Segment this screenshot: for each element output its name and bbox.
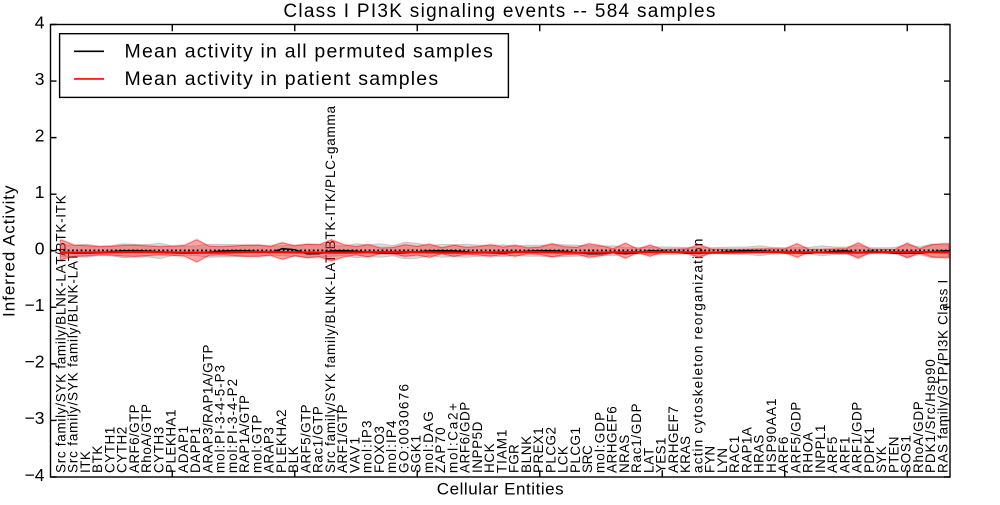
svg-text:mol:IP4: mol:IP4 — [384, 419, 399, 473]
svg-text:LYN: LYN — [715, 448, 730, 473]
svg-text:SOS1: SOS1 — [899, 435, 914, 473]
svg-text:mol:GTP: mol:GTP — [249, 414, 264, 473]
svg-text:ARF1/GDP: ARF1/GDP — [850, 401, 865, 473]
svg-text:PTEN: PTEN — [886, 436, 901, 473]
svg-text:CYTH1: CYTH1 — [102, 426, 117, 473]
svg-text:ARAP3: ARAP3 — [262, 427, 277, 473]
svg-text:−3: −3 — [25, 408, 45, 428]
svg-text:PDK1/Src/Hsp90: PDK1/Src/Hsp90 — [923, 358, 938, 473]
svg-text:mol:Ca2+: mol:Ca2+ — [445, 401, 460, 473]
svg-text:PDPK1: PDPK1 — [862, 427, 877, 473]
svg-text:4: 4 — [35, 12, 45, 32]
svg-text:GO:0030676: GO:0030676 — [396, 383, 411, 473]
svg-text:FOXO3: FOXO3 — [372, 426, 387, 473]
svg-text:HSP90AA1: HSP90AA1 — [764, 398, 779, 473]
svg-text:YES1: YES1 — [654, 437, 669, 473]
svg-text:ARF1: ARF1 — [837, 436, 852, 473]
svg-text:mol:IP3: mol:IP3 — [360, 419, 375, 473]
svg-text:PLEKHA1: PLEKHA1 — [164, 409, 179, 473]
svg-text:actin cytoskeleton reorganizat: actin cytoskeleton reorganization — [690, 237, 705, 473]
svg-text:ARF5: ARF5 — [825, 436, 840, 473]
svg-text:Mean activity in all permuted: Mean activity in all permuted samples — [125, 41, 495, 63]
svg-text:ARHGEF7: ARHGEF7 — [666, 406, 681, 473]
svg-text:ARAP3/RAP1A/GTP: ARAP3/RAP1A/GTP — [200, 344, 215, 473]
svg-text:PLCG1: PLCG1 — [568, 427, 583, 473]
svg-text:mol:PI-3-4-P2: mol:PI-3-4-P2 — [225, 378, 240, 473]
svg-text:ARF5/GTP: ARF5/GTP — [298, 404, 313, 473]
svg-text:RAP1A: RAP1A — [739, 427, 754, 473]
svg-text:ARF6: ARF6 — [776, 436, 791, 473]
svg-text:ARF5/GDP: ARF5/GDP — [788, 401, 803, 473]
svg-text:1: 1 — [35, 182, 45, 202]
svg-text:RAP1A/GTP: RAP1A/GTP — [237, 395, 252, 473]
svg-text:HRAS: HRAS — [752, 434, 767, 473]
svg-text:mol:GDP: mol:GDP — [592, 411, 607, 473]
svg-text:ARF6/GTP: ARF6/GTP — [127, 404, 142, 473]
svg-text:3: 3 — [35, 69, 45, 89]
svg-text:SRC: SRC — [580, 445, 595, 473]
svg-text:RhoA/GDP: RhoA/GDP — [911, 400, 926, 473]
svg-text:mol:DAG: mol:DAG — [421, 410, 436, 473]
svg-text:VAV1: VAV1 — [347, 436, 362, 473]
svg-text:BTK: BTK — [90, 445, 105, 473]
svg-text:HCK: HCK — [482, 443, 497, 473]
svg-text:Src family/SYK family/BLNK-LAT: Src family/SYK family/BLNK-LAT/BTK-ITK/P… — [323, 105, 338, 473]
svg-text:Src family/SYK family/BLNK-LAT: Src family/SYK family/BLNK-LAT — [66, 252, 81, 473]
svg-text:NRAS: NRAS — [617, 435, 632, 473]
svg-text:ADAP1: ADAP1 — [176, 425, 191, 473]
svg-text:TIAM1: TIAM1 — [494, 429, 509, 473]
svg-text:mol:PI-3-4-5-P3: mol:PI-3-4-5-P3 — [213, 364, 228, 473]
svg-text:ARHGEF6: ARHGEF6 — [605, 406, 620, 473]
svg-text:−2: −2 — [25, 352, 45, 372]
svg-text:CYTH2: CYTH2 — [115, 426, 130, 473]
svg-text:−1: −1 — [25, 295, 45, 315]
svg-text:Rac1/GDP: Rac1/GDP — [629, 403, 644, 473]
svg-text:−4: −4 — [25, 465, 45, 485]
svg-text:FYN: FYN — [703, 446, 718, 473]
svg-text:0: 0 — [35, 239, 45, 259]
svg-text:SGK1: SGK1 — [409, 434, 424, 473]
svg-text:BLNK: BLNK — [519, 435, 534, 473]
svg-text:DAPP1: DAPP1 — [188, 426, 203, 473]
svg-text:LCK: LCK — [556, 446, 571, 473]
svg-text:RAS family/GTP/PI3K Class I: RAS family/GTP/PI3K Class I — [935, 279, 950, 473]
svg-text:PLEKHA2: PLEKHA2 — [274, 409, 289, 473]
svg-text:KRAS: KRAS — [678, 436, 693, 473]
svg-text:Rac1/GTP: Rac1/GTP — [311, 406, 326, 473]
svg-text:FGR: FGR — [507, 444, 522, 473]
svg-text:INPP5D: INPP5D — [470, 421, 485, 473]
svg-text:RAC1: RAC1 — [727, 435, 742, 473]
svg-text:RHOA: RHOA — [801, 432, 816, 473]
svg-text:LAT: LAT — [641, 447, 656, 473]
svg-text:CYTH3: CYTH3 — [151, 426, 166, 473]
svg-text:Inferred Activity: Inferred Activity — [0, 185, 19, 317]
svg-text:PLCG2: PLCG2 — [543, 427, 558, 473]
svg-text:ZAP70: ZAP70 — [433, 426, 448, 473]
svg-text:ARF6/GDP: ARF6/GDP — [458, 401, 473, 473]
svg-text:Mean activity in patient sampl: Mean activity in patient samples — [125, 68, 440, 90]
svg-text:Cellular Entities: Cellular Entities — [437, 480, 564, 499]
svg-text:ARF1/GTP: ARF1/GTP — [335, 404, 350, 473]
svg-text:INPPL1: INPPL1 — [813, 424, 828, 473]
svg-text:RhoA/GTP: RhoA/GTP — [139, 403, 154, 473]
svg-text:SYK: SYK — [874, 446, 889, 473]
svg-text:BLK: BLK — [286, 446, 301, 473]
svg-text:ITK: ITK — [78, 451, 93, 473]
svg-text:PREX1: PREX1 — [531, 427, 546, 473]
svg-text:Class I PI3K signaling events: Class I PI3K signaling events -- 584 sam… — [283, 1, 716, 22]
svg-text:Src family/SYK family/BLNK-LAT: Src family/SYK family/BLNK-LAT/BTK-ITK — [53, 195, 68, 473]
svg-text:2: 2 — [35, 125, 45, 145]
